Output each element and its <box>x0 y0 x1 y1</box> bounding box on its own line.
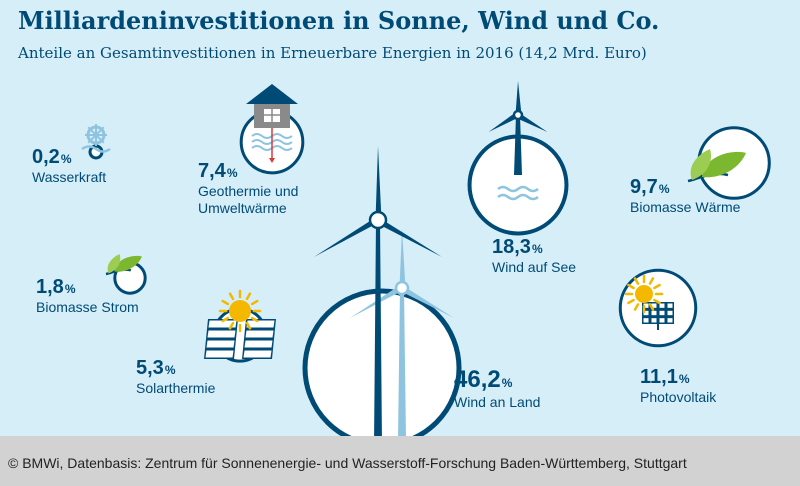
category-label: Wind an Land <box>454 394 541 410</box>
category-label: Solarthermie <box>136 380 216 396</box>
leaves-icon <box>105 254 147 295</box>
value-number: 18,3 <box>492 236 531 258</box>
category-label: Wind auf See <box>492 259 577 275</box>
geothermal-house-icon <box>239 84 305 175</box>
data-label: 7,4% Geothermie und Umweltwärme <box>198 160 328 217</box>
data-label: 9,7% Biomasse Wärme <box>630 176 740 216</box>
value-number: 5,3 <box>136 357 164 379</box>
value-number: 11,1 <box>640 366 678 388</box>
category-label: Photovoltaik <box>640 389 717 405</box>
value-label: 11,1% <box>640 366 716 389</box>
chart-title: Milliardeninvestitionen in Sonne, Wind u… <box>18 6 660 35</box>
category-label: Biomasse Wärme <box>630 199 741 215</box>
value-number: 0,2 <box>32 146 60 168</box>
percent-sign: % <box>164 363 176 377</box>
percent-sign: % <box>501 376 513 390</box>
data-label: 0,2% Wasserkraft <box>32 146 106 186</box>
value-label: 1,8% <box>36 276 139 299</box>
value-label: 18,3% <box>492 236 576 259</box>
percent-sign: % <box>531 242 543 256</box>
infographic-canvas <box>81 81 771 436</box>
leaves-icon <box>687 126 771 200</box>
water-wheel-icon <box>81 124 111 160</box>
category-label: Wasserkraft <box>32 169 107 185</box>
percent-sign: % <box>60 152 72 166</box>
data-label: 11,1% Photovoltaik <box>640 366 716 406</box>
percent-sign: % <box>658 182 670 196</box>
value-label: 9,7% <box>630 176 740 199</box>
category-label: Geothermie und Umweltwärme <box>198 183 299 216</box>
value-label: 5,3% <box>136 357 215 380</box>
value-label: 7,4% <box>198 160 328 183</box>
offshore-wind-turbine-icon <box>467 81 569 236</box>
percent-sign: % <box>64 282 76 296</box>
source-text: © BMWi, Datenbasis: Zentrum für Sonnenen… <box>8 455 687 471</box>
percent-sign: % <box>678 372 690 386</box>
value-number: 1,8 <box>36 276 64 298</box>
data-label: 5,3% Solarthermie <box>136 357 215 397</box>
data-label: 18,3% Wind auf See <box>492 236 576 276</box>
value-number: 46,2 <box>454 366 501 393</box>
value-number: 7,4 <box>198 160 226 182</box>
data-label: 1,8% Biomasse Strom <box>36 276 139 316</box>
value-number: 9,7 <box>630 176 658 198</box>
solar-panel-icon <box>618 268 698 348</box>
data-label: 46,2% Wind an Land <box>454 366 540 411</box>
value-label: 0,2% <box>32 146 106 169</box>
category-label: Biomasse Strom <box>36 299 139 315</box>
value-label: 46,2% <box>454 366 540 394</box>
solar-collector-icon <box>204 289 276 363</box>
wind-turbines-icon <box>302 146 462 436</box>
percent-sign: % <box>226 166 238 180</box>
source-footer: © BMWi, Datenbasis: Zentrum für Sonnenen… <box>0 436 800 486</box>
chart-subtitle: Anteile an Gesamtinvestitionen in Erneue… <box>18 44 647 62</box>
